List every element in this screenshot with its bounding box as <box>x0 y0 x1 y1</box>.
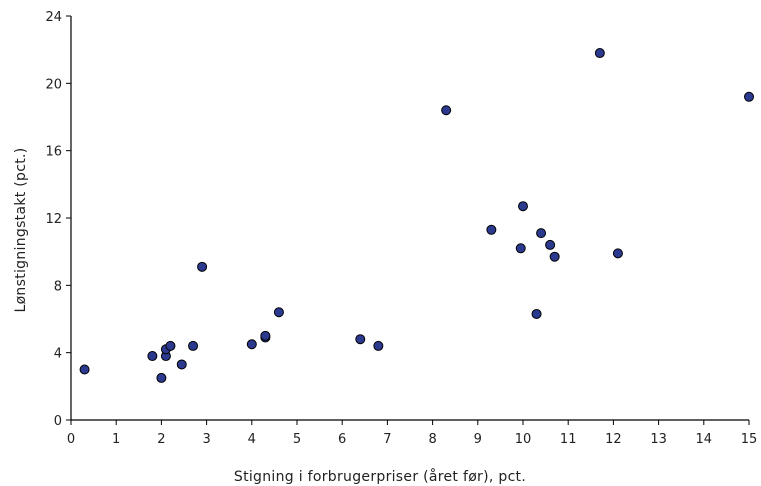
data-point <box>515 243 526 254</box>
y-axis-title: Lønstigningstakt (pct.) <box>13 147 29 312</box>
x-tick-label: 6 <box>338 432 346 447</box>
data-point <box>156 372 167 383</box>
data-point <box>545 239 556 250</box>
x-tick-label: 10 <box>515 432 532 447</box>
data-point <box>441 105 452 116</box>
data-point <box>273 307 284 318</box>
data-point <box>147 351 158 362</box>
data-point <box>612 248 623 259</box>
data-point <box>549 251 560 262</box>
x-tick-label: 1 <box>112 432 120 447</box>
data-point <box>79 364 90 375</box>
data-point <box>373 340 384 351</box>
x-tick-label: 11 <box>560 432 577 447</box>
x-tick-label: 15 <box>741 432 758 447</box>
x-tick-label: 7 <box>383 432 391 447</box>
data-point <box>486 224 497 235</box>
data-point <box>197 261 208 272</box>
x-tick-label: 14 <box>696 432 713 447</box>
data-point <box>260 330 271 341</box>
data-point <box>518 201 528 212</box>
data-point <box>536 228 547 239</box>
data-point <box>176 359 187 370</box>
y-tick-label: 12 <box>45 212 62 227</box>
x-tick-label: 0 <box>67 432 75 447</box>
x-tick-label: 13 <box>650 432 667 447</box>
data-point <box>188 340 199 351</box>
data-point <box>531 308 542 319</box>
x-axis-title: Stigning i forbrugerpriser (året før), p… <box>234 468 526 485</box>
y-tick-label: 24 <box>45 10 62 25</box>
x-tick-label: 4 <box>248 432 256 447</box>
data-point <box>165 340 176 351</box>
y-tick-label: 0 <box>54 414 62 429</box>
data-points <box>79 48 754 383</box>
y-tick-label: 16 <box>45 145 62 160</box>
data-point <box>594 48 605 59</box>
x-tick-label: 8 <box>428 432 436 447</box>
data-point <box>246 339 257 350</box>
y-tick-label: 20 <box>45 77 62 92</box>
x-tick-label: 9 <box>474 432 482 447</box>
data-point <box>744 91 754 102</box>
x-tick-label: 3 <box>202 432 210 447</box>
y-tick-label: 8 <box>54 279 62 294</box>
x-tick-label: 12 <box>605 432 622 447</box>
x-tick-label: 2 <box>157 432 165 447</box>
data-point <box>355 334 366 345</box>
y-tick-label: 4 <box>54 347 62 362</box>
x-tick-label: 5 <box>293 432 301 447</box>
